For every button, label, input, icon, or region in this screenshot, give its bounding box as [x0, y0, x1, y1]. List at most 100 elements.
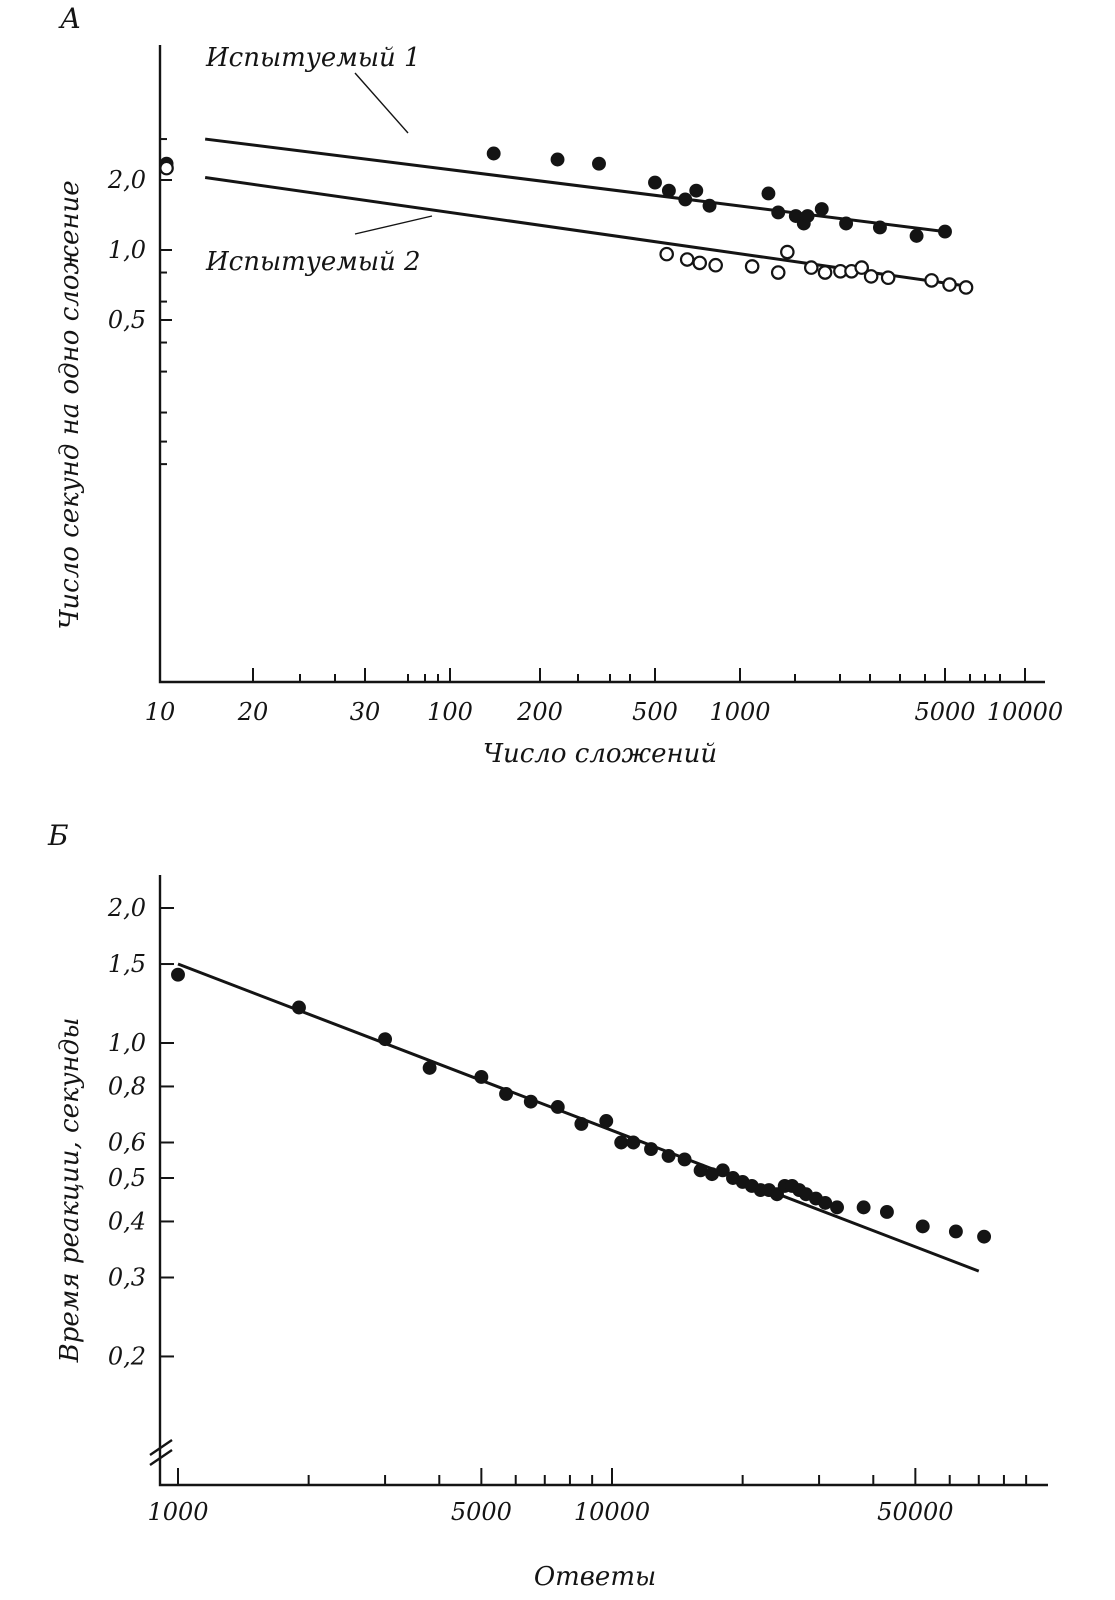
- panel-b-point: [422, 1060, 437, 1075]
- panel-a-x-tick-label: 20: [237, 698, 269, 726]
- panel-b-point: [715, 1163, 730, 1178]
- panel-a-x-axis-title: Число сложений: [483, 739, 717, 769]
- panel-a-x-tick-label: 500: [632, 698, 678, 726]
- panel-b-point: [523, 1094, 538, 1109]
- panel-a-point-series-1: [592, 156, 606, 171]
- panel-b-point: [474, 1070, 489, 1084]
- panel-a-y-ticks: [160, 138, 172, 466]
- panel-b-point: [626, 1135, 641, 1150]
- panel-b-x-ticks: [177, 1468, 1028, 1485]
- panel-a-x-tick-label: 30: [350, 698, 381, 726]
- panel-b-point: [948, 1224, 963, 1239]
- panel-a-x-tick-labels: 10 20 30 100 200 500 1000 5000 10000: [145, 698, 1063, 726]
- panel-a-point-series-1: [486, 146, 501, 161]
- panel-a-point-series-2: [817, 265, 833, 280]
- panel-b-y-ticks: [160, 907, 174, 1358]
- panel-b-point: [599, 1114, 614, 1128]
- panel-b-point: [830, 1200, 844, 1215]
- panel-a-point-series-1: [550, 152, 565, 167]
- panel-a-fit-line-1: [204, 137, 946, 234]
- panel-a-leader-1: [354, 72, 409, 134]
- panel-a-x-tick-label: 100: [427, 698, 473, 726]
- panel-b-x-tick-label: 10000: [574, 1498, 650, 1526]
- panel-a: А 10 20 30 100 200 500 1000 5000 10000 2,0 1,0 0,5…: [55, 2, 1063, 769]
- panel-a-y-axis-title: Число секунд на одно сложение: [55, 180, 85, 629]
- panel-a-point-series-2: [744, 259, 760, 274]
- panel-a-point-series-1: [661, 183, 676, 198]
- panel-a-point-series-2: [854, 260, 870, 275]
- panel-b-point: [171, 967, 185, 982]
- panel-a-leader-2: [354, 215, 433, 235]
- panel-b-axes: [158, 875, 1048, 1487]
- panel-a-point-series-2: [942, 277, 957, 292]
- panel-a-point-series-2: [679, 252, 695, 267]
- panel-a-point-series-2: [863, 269, 879, 284]
- panel-b-y-tick-label: 1,5: [108, 950, 146, 978]
- panel-b-y-tick-label: 0,3: [108, 1263, 146, 1291]
- panel-b-point: [818, 1195, 833, 1210]
- panel-a-point-series-2: [692, 255, 708, 271]
- panel-b-y-tick-label: 0,6: [108, 1128, 146, 1156]
- panel-a-x-tick-label: 10000: [987, 698, 1063, 726]
- panel-a-x-ticks: [159, 668, 1026, 682]
- panel-b-point: [499, 1086, 513, 1101]
- panel-a-point-series-2: [159, 160, 174, 176]
- panel-a-letter: А: [58, 2, 81, 35]
- panel-b-y-tick-labels: 2,0 1,5 1,0 0,8 0,6 0,5 0,4 0,3 0,2: [107, 894, 146, 1370]
- panel-b-letter: Б: [47, 819, 69, 852]
- panel-b-x-tick-label: 5000: [451, 1498, 512, 1526]
- panel-a-axes: [158, 45, 1045, 684]
- panel-a-point-series-1: [839, 216, 854, 231]
- panel-a-y-tick-label: 1,0: [108, 236, 146, 264]
- panel-a-point-series-2: [659, 246, 674, 262]
- panel-b-point: [378, 1032, 393, 1047]
- panel-a-point-series-1: [702, 198, 717, 213]
- panel-a-point-series-1: [814, 202, 829, 217]
- panel-a-series-1-label: Испытуемый 1: [205, 43, 421, 73]
- panel-a-point-series-1: [938, 224, 952, 239]
- panel-a-point-series-2: [708, 257, 723, 273]
- panel-a-point-series-1: [648, 175, 662, 190]
- panel-b-axis-break: [149, 1439, 173, 1466]
- panel-a-point-series-2: [880, 270, 896, 286]
- panel-b-point: [977, 1229, 992, 1244]
- panel-b-y-axis-title: Время реакции, секунды: [55, 1018, 85, 1364]
- panel-b-y-tick-label: 1,0: [108, 1029, 146, 1057]
- panel-a-point-series-1: [909, 228, 924, 243]
- panel-b-point: [856, 1200, 871, 1215]
- panel-b-y-tick-label: 2,0: [107, 894, 146, 922]
- panel-b-x-tick-labels: 1000 5000 10000 50000: [147, 1498, 953, 1526]
- panel-b-x-axis-title: Ответы: [534, 1562, 656, 1592]
- panel-b-x-tick-label: 50000: [877, 1498, 953, 1526]
- panel-b-point: [550, 1100, 565, 1114]
- panel-a-point-series-1: [761, 186, 776, 201]
- panel-a-point-series-2: [958, 280, 974, 295]
- panel-b-point: [677, 1152, 692, 1167]
- panel-a-point-series-1: [771, 205, 786, 220]
- panel-a-point-series-2: [770, 265, 786, 280]
- panel-b-x-tick-label: 1000: [147, 1498, 208, 1526]
- panel-b-point: [292, 1000, 306, 1015]
- panel-b: Б 1000 5000 10000 50000 2,0 1,5 1,0 0,8 0,6 0,5 0…: [47, 819, 1048, 1592]
- panel-a-point-series-1: [678, 192, 693, 207]
- panel-b-point: [693, 1163, 708, 1178]
- panel-b-point: [574, 1116, 589, 1131]
- panel-a-x-tick-label: 1000: [709, 698, 770, 726]
- panel-a-y-tick-label: 2,0: [107, 166, 146, 194]
- panel-a-point-series-1: [689, 183, 704, 198]
- panel-a-y-tick-labels: 2,0 1,0 0,5: [107, 166, 146, 334]
- panel-a-point-series-2: [803, 260, 819, 275]
- panel-a-point-series-1: [872, 220, 887, 235]
- panel-a-y-tick-label: 0,5: [108, 306, 146, 334]
- panel-b-y-tick-label: 0,5: [108, 1164, 146, 1192]
- panel-a-point-series-1: [800, 209, 815, 223]
- panel-b-y-tick-label: 0,2: [108, 1342, 146, 1370]
- panel-a-series-2-label: Испытуемый 2: [205, 247, 421, 277]
- panel-b-y-tick-label: 0,4: [108, 1207, 146, 1235]
- panel-b-point: [879, 1205, 894, 1219]
- panel-a-x-tick-label: 5000: [914, 698, 975, 726]
- panel-b-point: [614, 1135, 629, 1150]
- panel-a-points: [159, 146, 974, 295]
- panel-b-y-tick-label: 0,8: [108, 1072, 146, 1100]
